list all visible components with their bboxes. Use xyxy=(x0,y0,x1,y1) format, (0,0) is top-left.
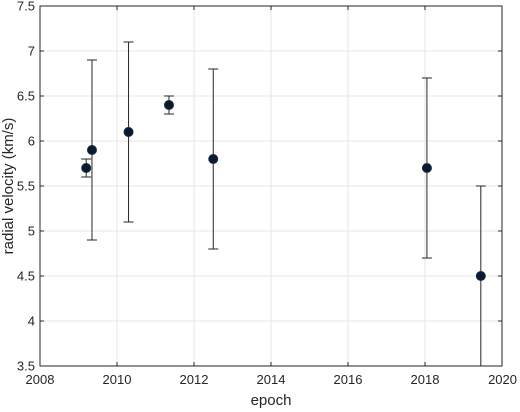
y-tick-label: 3.5 xyxy=(17,359,35,374)
x-tick-label: 2020 xyxy=(488,372,517,387)
y-tick-labels: 3.5 4 4.5 5 5.5 6 6.5 7 7.5 xyxy=(17,0,35,374)
grid-lines xyxy=(39,5,503,367)
y-tick-label: 5.5 xyxy=(17,179,35,194)
x-tick-label: 2008 xyxy=(26,372,55,387)
y-tick-label: 6 xyxy=(28,134,35,149)
x-tick-labels: 2008 2010 2012 2014 2016 2018 2020 xyxy=(26,372,517,387)
data-point xyxy=(475,271,486,281)
y-tick-label: 4 xyxy=(28,314,35,329)
y-tick-label: 5 xyxy=(28,224,35,239)
x-tick-label: 2016 xyxy=(334,372,363,387)
data-point xyxy=(163,100,174,110)
x-axis-label: epoch xyxy=(251,392,292,409)
axis-ticks xyxy=(39,5,503,367)
y-tick-label: 4.5 xyxy=(17,269,35,284)
x-tick-label: 2018 xyxy=(411,372,440,387)
data-point xyxy=(208,154,219,164)
data-point xyxy=(421,163,432,173)
y-tick-label: 7 xyxy=(28,44,35,59)
x-tick-label: 2012 xyxy=(180,372,209,387)
data-points xyxy=(81,100,486,281)
data-point xyxy=(86,145,97,155)
y-axis-label: radial velocity (km/s) xyxy=(0,118,17,255)
data-point xyxy=(81,163,92,173)
x-tick-label: 2010 xyxy=(103,372,132,387)
y-tick-label: 6.5 xyxy=(17,89,35,104)
data-point xyxy=(123,127,134,137)
x-tick-label: 2014 xyxy=(257,372,286,387)
y-tick-label: 7.5 xyxy=(17,0,35,14)
